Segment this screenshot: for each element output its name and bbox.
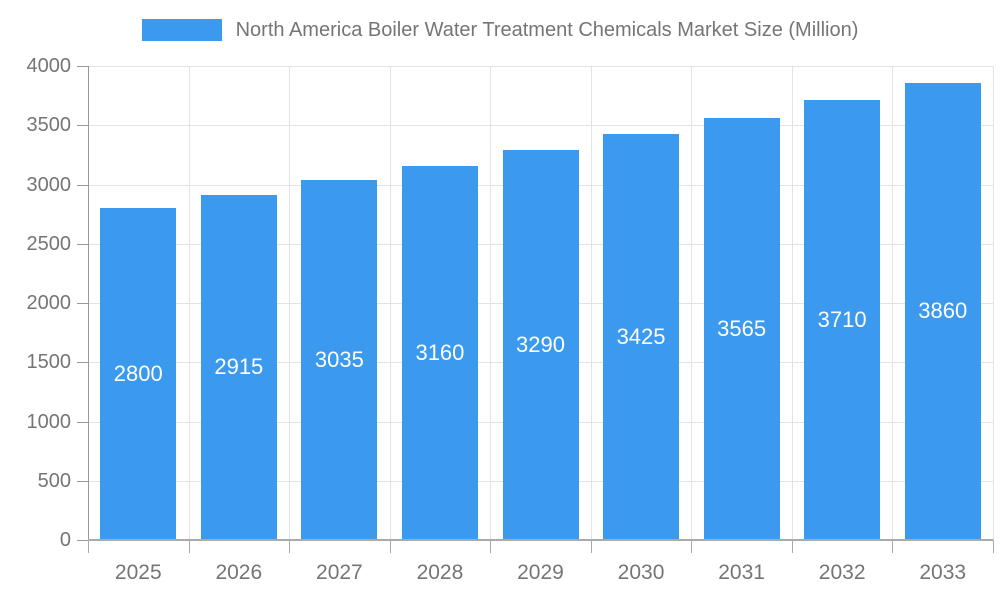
- v-gridline: [289, 66, 291, 540]
- v-gridline: [389, 66, 391, 540]
- x-tick-label: 2025: [114, 561, 162, 584]
- v-gridline: [490, 66, 492, 540]
- x-tick-mark: [993, 540, 994, 553]
- v-gridline: [892, 66, 894, 540]
- x-tick-label: 2029: [517, 561, 564, 584]
- bar-value-label: 3710: [817, 307, 867, 333]
- h-gridline: [88, 125, 993, 127]
- x-tick-label: 2032: [818, 561, 866, 584]
- y-tick-mark: [77, 480, 88, 482]
- x-tick-label: 2028: [416, 561, 464, 584]
- x-tick-mark: [490, 540, 492, 553]
- v-gridline: [691, 66, 693, 540]
- bar-2028[interactable]: 3160: [401, 165, 478, 540]
- bar-value-label: 3290: [516, 332, 565, 358]
- x-tick-label: 2027: [316, 561, 363, 584]
- bar-value-label: 3565: [717, 315, 767, 341]
- y-tick-label: 2000: [26, 292, 72, 314]
- v-gridline: [993, 66, 994, 540]
- v-gridline: [590, 66, 592, 540]
- y-tick-mark: [77, 243, 88, 245]
- x-axis-line: [88, 539, 993, 541]
- y-tick-mark: [77, 540, 88, 541]
- y-tick-label: 3000: [26, 173, 72, 196]
- bar-2025[interactable]: 2800: [100, 208, 177, 540]
- bar-2029[interactable]: 3290: [502, 150, 579, 540]
- y-tick-mark: [77, 421, 88, 423]
- plot-area: 2800 2915 3035 3160 3290 3425 3565 3710 3860: [88, 66, 994, 541]
- x-tick-mark: [892, 540, 894, 553]
- legend-label: North America Boiler Water Treatment Che…: [235, 18, 859, 41]
- x-tick-mark: [389, 540, 391, 553]
- y-tick-label: 1500: [26, 351, 72, 374]
- legend-item[interactable]: North America Boiler Water Treatment Che…: [0, 12, 1000, 48]
- x-tick-label: 2031: [718, 561, 765, 584]
- h-gridline: [88, 66, 993, 67]
- y-tick-label: 4000: [26, 55, 72, 77]
- bar-value-label: 3860: [918, 298, 968, 324]
- y-tick-label: 2500: [26, 232, 72, 255]
- y-tick-label: 500: [37, 469, 71, 492]
- x-tick-mark: [188, 540, 190, 553]
- bar-2031[interactable]: 3565: [703, 117, 780, 540]
- x-tick-label: 2033: [919, 561, 967, 584]
- y-tick-label: 0: [59, 529, 71, 551]
- y-tick-label: 3500: [26, 114, 72, 137]
- x-tick-mark: [791, 540, 793, 553]
- bar-2026[interactable]: 2915: [200, 194, 277, 540]
- x-tick-label: 2030: [617, 561, 665, 584]
- bar-2032[interactable]: 3710: [804, 100, 881, 540]
- bar-2030[interactable]: 3425: [603, 134, 680, 540]
- bar-value-label: 3035: [314, 347, 364, 373]
- x-tick-mark: [590, 540, 592, 553]
- v-gridline: [188, 66, 190, 540]
- bar-value-label: 2800: [113, 361, 163, 387]
- x-tick-mark: [88, 540, 89, 553]
- y-tick-mark: [77, 66, 88, 67]
- y-tick-label: 1000: [26, 410, 72, 433]
- bar-value-label: 3425: [616, 324, 666, 350]
- y-tick-mark: [77, 303, 88, 304]
- bar-value-label: 3160: [415, 339, 465, 365]
- y-tick-mark: [77, 362, 88, 364]
- bar-value-label: 2915: [214, 354, 264, 380]
- y-tick-mark: [77, 125, 88, 127]
- y-axis-line: [88, 66, 89, 540]
- v-gridline: [791, 66, 793, 540]
- bar-2033[interactable]: 3860: [904, 82, 981, 540]
- legend-swatch-icon: [141, 19, 222, 41]
- bar-2027[interactable]: 3035: [301, 180, 378, 540]
- x-tick-label: 2026: [215, 561, 263, 584]
- y-tick-mark: [77, 184, 88, 186]
- x-tick-mark: [691, 540, 693, 553]
- x-tick-mark: [289, 540, 291, 553]
